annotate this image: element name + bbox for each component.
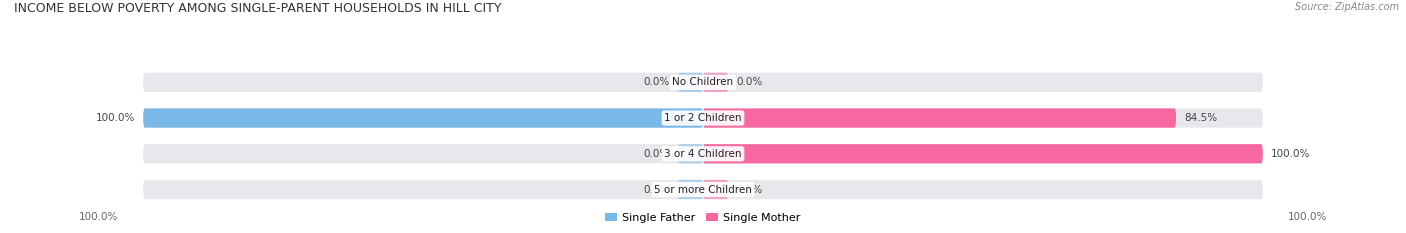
FancyBboxPatch shape — [703, 144, 1263, 163]
FancyBboxPatch shape — [678, 180, 703, 199]
FancyBboxPatch shape — [703, 180, 728, 199]
Text: 0.0%: 0.0% — [643, 77, 669, 87]
FancyBboxPatch shape — [143, 180, 1263, 199]
FancyBboxPatch shape — [703, 73, 728, 92]
FancyBboxPatch shape — [143, 144, 1263, 163]
FancyBboxPatch shape — [703, 108, 1175, 128]
Text: 0.0%: 0.0% — [737, 185, 763, 195]
Text: 0.0%: 0.0% — [643, 185, 669, 195]
Legend: Single Father, Single Mother: Single Father, Single Mother — [600, 209, 806, 227]
Text: 100.0%: 100.0% — [1288, 212, 1327, 222]
FancyBboxPatch shape — [143, 73, 1263, 92]
FancyBboxPatch shape — [678, 144, 703, 163]
Text: 84.5%: 84.5% — [1184, 113, 1218, 123]
Text: Source: ZipAtlas.com: Source: ZipAtlas.com — [1295, 2, 1399, 12]
Text: 0.0%: 0.0% — [737, 77, 763, 87]
FancyBboxPatch shape — [143, 108, 703, 128]
Text: 1 or 2 Children: 1 or 2 Children — [664, 113, 742, 123]
Text: 3 or 4 Children: 3 or 4 Children — [664, 149, 742, 159]
Text: 0.0%: 0.0% — [643, 149, 669, 159]
Text: INCOME BELOW POVERTY AMONG SINGLE-PARENT HOUSEHOLDS IN HILL CITY: INCOME BELOW POVERTY AMONG SINGLE-PARENT… — [14, 2, 502, 15]
Text: No Children: No Children — [672, 77, 734, 87]
FancyBboxPatch shape — [143, 108, 1263, 128]
FancyBboxPatch shape — [678, 73, 703, 92]
Text: 100.0%: 100.0% — [96, 113, 135, 123]
Text: 100.0%: 100.0% — [79, 212, 118, 222]
Text: 5 or more Children: 5 or more Children — [654, 185, 752, 195]
Text: 100.0%: 100.0% — [1271, 149, 1310, 159]
